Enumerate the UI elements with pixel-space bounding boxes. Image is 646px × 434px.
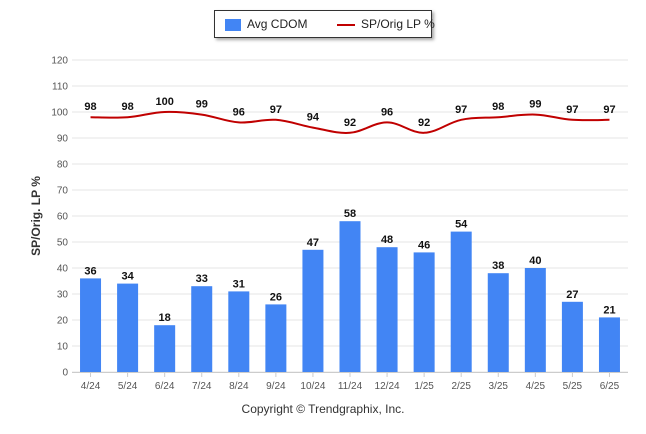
bar xyxy=(191,286,213,372)
line-data-label: 97 xyxy=(566,104,578,116)
bar xyxy=(598,317,620,372)
line-data-label: 96 xyxy=(381,106,393,118)
x-tick-label: 11/24 xyxy=(338,381,363,392)
x-tick-label: 6/24 xyxy=(155,381,175,392)
bar-data-label: 21 xyxy=(603,304,615,316)
x-tick-label: 12/24 xyxy=(375,381,400,392)
y-tick-label: 60 xyxy=(57,212,69,223)
line-data-label: 97 xyxy=(270,104,282,116)
bar xyxy=(450,231,472,372)
line-data-label: 92 xyxy=(418,117,430,129)
line-data-label: 98 xyxy=(121,101,133,113)
line-data-label: 97 xyxy=(603,104,615,116)
bar-data-label: 47 xyxy=(307,237,319,249)
x-tick-label: 9/24 xyxy=(266,381,286,392)
bar xyxy=(561,301,583,372)
legend-line-swatch xyxy=(337,24,355,26)
bar xyxy=(117,283,139,372)
y-tick-label: 90 xyxy=(57,134,69,145)
line-series-sp-orig-lp xyxy=(90,110,610,134)
legend-label-avg-cdom: Avg CDOM xyxy=(247,17,308,31)
y-tick-label: 110 xyxy=(52,82,68,93)
line-data-label: 99 xyxy=(529,99,541,111)
bar-data-label: 54 xyxy=(455,219,468,231)
x-tick-label: 10/24 xyxy=(300,381,325,392)
bar-data-label: 31 xyxy=(233,278,245,290)
line-data-label: 100 xyxy=(155,96,173,108)
bar-data-label: 48 xyxy=(381,234,393,246)
bar-data-label: 36 xyxy=(84,265,96,277)
x-tick-label: 7/24 xyxy=(192,381,212,392)
bar xyxy=(487,273,509,372)
bar xyxy=(80,278,102,372)
y-tick-label: 30 xyxy=(57,290,69,301)
y-axis-title: SP/Orig. LP % xyxy=(29,176,43,256)
y-tick-label: 0 xyxy=(62,368,68,379)
bar-data-label: 33 xyxy=(196,273,208,285)
copyright-text: Copyright © Trendgraphix, Inc. xyxy=(241,402,405,416)
bar xyxy=(302,249,324,372)
bar xyxy=(376,247,398,372)
bar-data-label: 40 xyxy=(529,255,541,267)
x-tick-label: 5/24 xyxy=(118,381,138,392)
line-data-label: 97 xyxy=(455,104,467,116)
line-data-label: 98 xyxy=(84,101,96,113)
y-tick-label: 40 xyxy=(57,264,69,275)
line-data-label: 96 xyxy=(233,106,245,118)
line-data-label: 94 xyxy=(307,112,320,124)
bar xyxy=(413,252,435,372)
y-tick-label: 50 xyxy=(57,238,69,249)
x-tick-label: 5/25 xyxy=(563,381,583,392)
x-tick-label: 6/25 xyxy=(600,381,620,392)
legend: Avg CDOM SP/Orig LP % xyxy=(214,10,435,38)
bar xyxy=(339,221,361,372)
x-tick-label: 4/25 xyxy=(526,381,546,392)
x-tick-label: 3/25 xyxy=(489,381,509,392)
bar-data-label: 34 xyxy=(121,271,134,283)
line-data-label: 92 xyxy=(344,117,356,129)
x-tick-label: 2/25 xyxy=(451,381,471,392)
bar xyxy=(524,268,546,372)
y-tick-label: 80 xyxy=(57,160,69,171)
bar-data-label: 18 xyxy=(159,312,171,324)
legend-bar-swatch xyxy=(225,19,241,31)
y-tick-label: 100 xyxy=(51,108,68,119)
y-tick-label: 10 xyxy=(57,342,69,353)
y-tick-label: 120 xyxy=(51,56,68,67)
y-tick-label: 20 xyxy=(57,316,69,327)
line-data-label: 99 xyxy=(196,99,208,111)
bar-data-label: 26 xyxy=(270,291,282,303)
x-tick-label: 1/25 xyxy=(414,381,434,392)
bar xyxy=(154,325,176,372)
bar-data-label: 46 xyxy=(418,239,430,251)
bar xyxy=(228,291,250,372)
line-data-label: 98 xyxy=(492,101,504,113)
legend-label-sp-orig-lp: SP/Orig LP % xyxy=(361,17,435,31)
y-tick-label: 70 xyxy=(57,186,69,197)
bar-data-label: 58 xyxy=(344,208,356,220)
bar-data-label: 27 xyxy=(566,289,578,301)
x-tick-label: 4/24 xyxy=(81,381,101,392)
bar xyxy=(265,304,287,372)
x-tick-label: 8/24 xyxy=(229,381,249,392)
bar-data-label: 38 xyxy=(492,260,504,272)
